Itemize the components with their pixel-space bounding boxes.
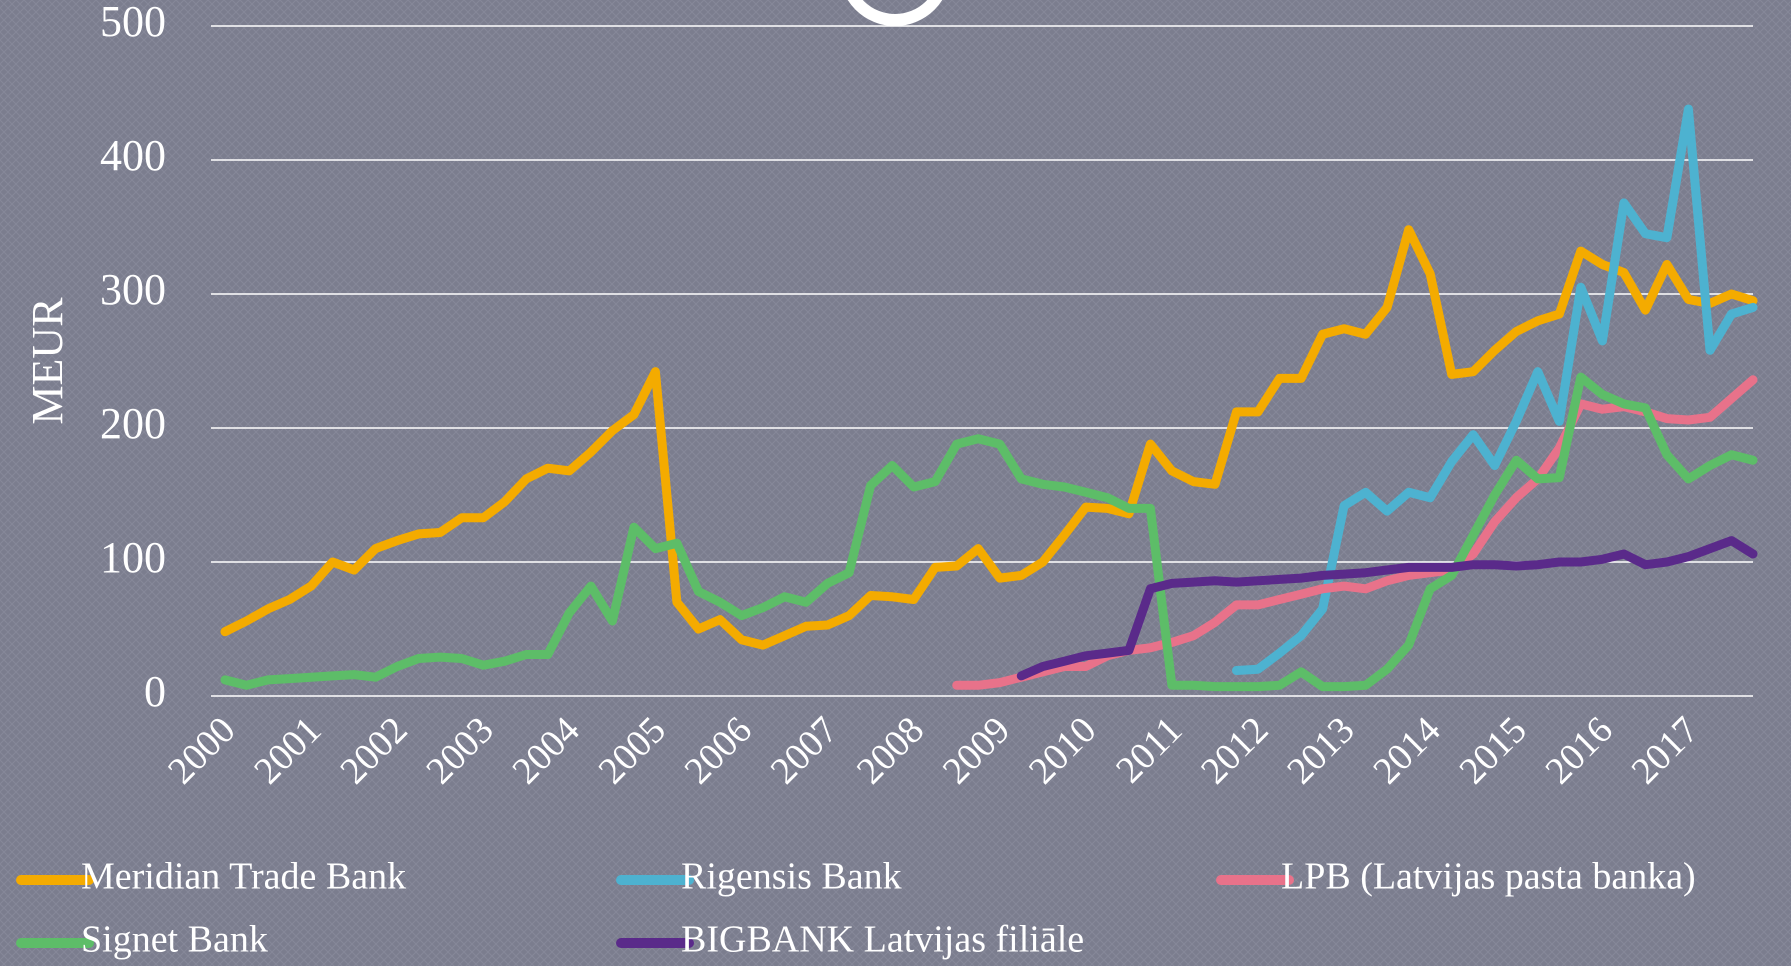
legend-label: BIGBANK Latvijas filiāle (681, 919, 1084, 961)
y-axis-label: MEUR (23, 297, 72, 425)
lines (220, 104, 1758, 692)
y-tick-label: 0 (144, 667, 166, 716)
y-tick-label: 400 (100, 131, 166, 180)
series-line (1016, 536, 1758, 681)
legend-label: Rigensis Bank (681, 856, 902, 898)
legend-label: Signet Bank (81, 919, 268, 961)
legend-label: Meridian Trade Bank (81, 856, 406, 898)
y-tick-label: 200 (100, 399, 166, 448)
y-tick-label: 100 (100, 533, 166, 582)
logo (847, 0, 943, 26)
legend-label: LPB (Latvijas pasta banka) (1281, 856, 1696, 898)
series-line (220, 225, 1758, 650)
series-line (1232, 104, 1758, 675)
y-tick-label: 500 (100, 0, 166, 46)
y-tick-label: 300 (100, 265, 166, 314)
legend: Meridian Trade Bank Rigensis Bank LPB (Lat… (16, 856, 1696, 961)
series-line (220, 372, 1758, 692)
